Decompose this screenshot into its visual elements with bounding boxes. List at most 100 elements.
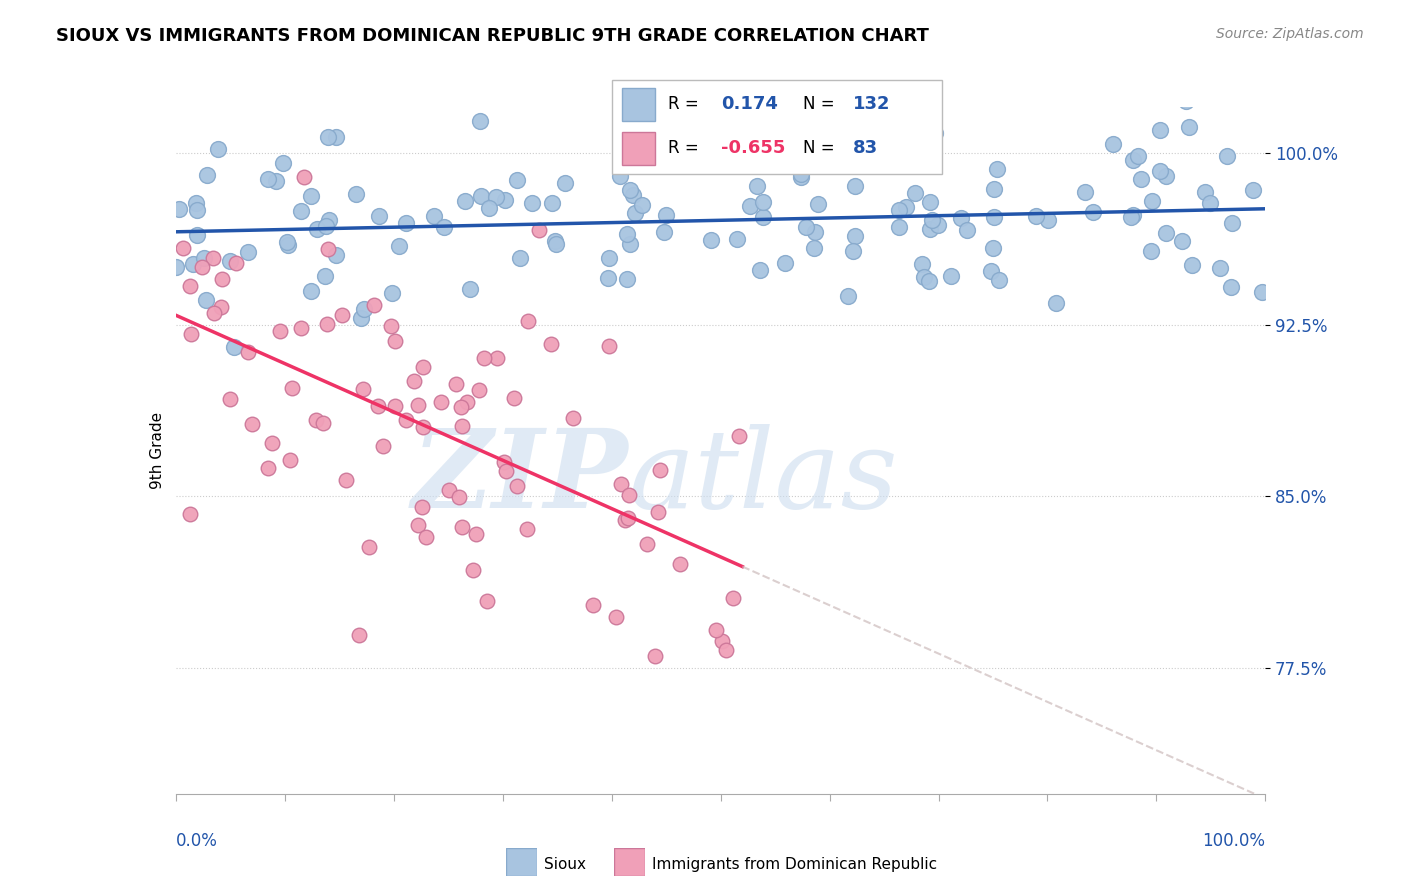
Point: [485, 190, 508, 204]
Point: [647, 505, 669, 519]
Point: [807, 196, 830, 211]
Point: [987, 273, 1010, 287]
Point: [790, 170, 813, 185]
Text: Sioux: Sioux: [544, 857, 586, 871]
Point: [655, 208, 678, 222]
Point: [614, 513, 637, 527]
Point: [1130, 172, 1153, 186]
Point: [803, 241, 825, 255]
Point: [451, 519, 474, 533]
Point: [190, 260, 212, 274]
Point: [381, 285, 404, 300]
Point: [804, 225, 827, 239]
Bar: [621, 87, 655, 120]
Point: [983, 182, 1005, 196]
Point: [506, 173, 529, 187]
Point: [387, 238, 409, 252]
Point: [225, 256, 247, 270]
Point: [619, 183, 641, 197]
Point: [384, 334, 406, 348]
Point: [527, 223, 550, 237]
Point: [745, 179, 768, 194]
Point: [609, 169, 631, 183]
Point: [949, 211, 972, 226]
Point: [325, 129, 347, 144]
Point: [256, 460, 278, 475]
Point: [209, 300, 232, 314]
Point: [240, 417, 263, 431]
Point: [738, 199, 761, 213]
Point: [1045, 296, 1067, 310]
Point: [194, 293, 217, 308]
Point: [472, 351, 495, 365]
Point: [721, 591, 744, 606]
Point: [347, 628, 370, 642]
Point: [616, 510, 638, 524]
Point: [408, 518, 430, 533]
Point: [412, 359, 434, 374]
Point: [470, 188, 492, 202]
Point: [924, 126, 946, 140]
Point: [257, 172, 280, 186]
Point: [271, 156, 294, 170]
Point: [704, 623, 727, 637]
Point: [619, 488, 641, 502]
Point: [181, 257, 204, 271]
Point: [486, 351, 509, 366]
Point: [790, 167, 813, 181]
Point: [411, 500, 433, 514]
Text: R =: R =: [668, 95, 699, 113]
Point: [631, 198, 654, 212]
Text: Immigrants from Dominican Republic: Immigrants from Dominican Republic: [652, 857, 938, 871]
Point: [352, 382, 374, 396]
Point: [842, 244, 865, 258]
Bar: [621, 132, 655, 164]
Point: [186, 203, 208, 218]
Point: [794, 220, 817, 235]
Point: [179, 507, 201, 521]
Point: [186, 227, 208, 242]
Point: [939, 269, 962, 284]
Point: [449, 490, 471, 504]
Point: [1074, 186, 1097, 200]
Point: [912, 269, 935, 284]
Point: [193, 251, 215, 265]
Point: [1119, 211, 1142, 225]
Point: [904, 186, 927, 201]
Point: [363, 298, 385, 312]
Point: [219, 254, 242, 268]
Point: [219, 392, 242, 406]
Text: 0.174: 0.174: [721, 95, 778, 113]
Point: [544, 237, 567, 252]
Point: [844, 178, 866, 193]
Point: [1177, 120, 1199, 134]
Point: [766, 147, 789, 161]
Point: [917, 274, 939, 288]
Point: [582, 598, 605, 612]
Point: [353, 301, 375, 316]
Point: [1194, 185, 1216, 199]
Point: [540, 337, 562, 351]
Point: [1122, 153, 1144, 168]
Point: [201, 252, 224, 266]
Point: [478, 201, 501, 215]
Point: [921, 213, 943, 227]
Point: [773, 256, 796, 270]
Point: [202, 306, 225, 320]
Point: [668, 557, 690, 571]
Text: R =: R =: [668, 139, 699, 157]
Point: [752, 211, 775, 225]
Point: [373, 439, 395, 453]
Point: [450, 400, 472, 414]
Point: [621, 187, 644, 202]
Point: [711, 633, 734, 648]
Text: 0.0%: 0.0%: [176, 831, 218, 850]
Text: ZIP: ZIP: [412, 425, 628, 532]
Point: [502, 391, 524, 405]
Point: [896, 200, 918, 214]
Point: [307, 222, 329, 236]
Point: [280, 380, 302, 394]
Text: SIOUX VS IMMIGRANTS FROM DOMINICAN REPUBLIC 9TH GRADE CORRELATION CHART: SIOUX VS IMMIGRANTS FROM DOMINICAN REPUB…: [56, 27, 929, 45]
Point: [165, 260, 187, 274]
Point: [266, 174, 288, 188]
